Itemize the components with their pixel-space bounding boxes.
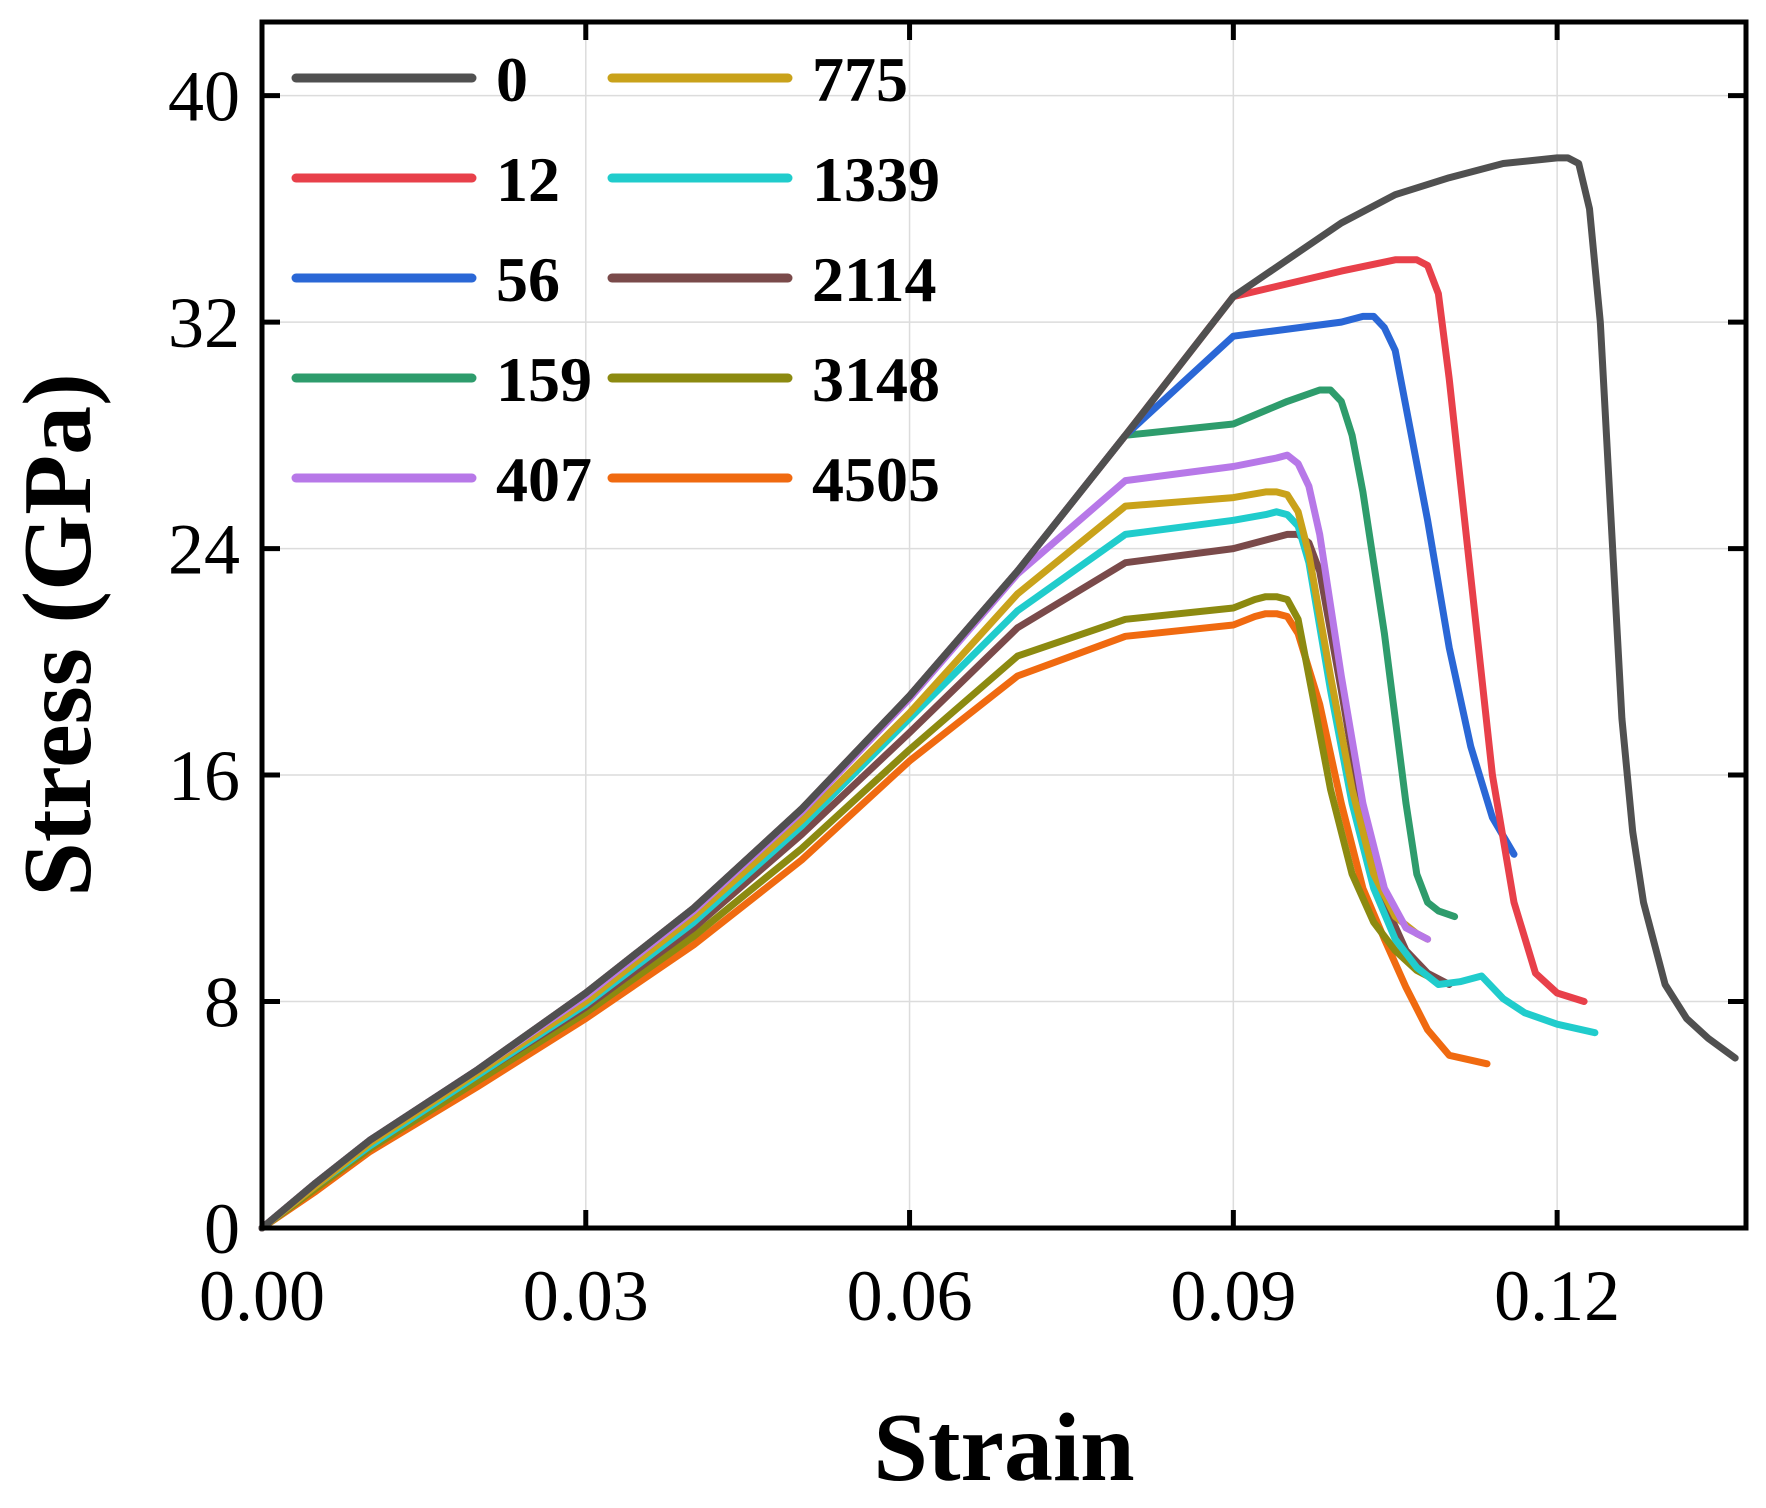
legend-label-12: 12 [496, 144, 560, 215]
series-line-1339 [258, 508, 1599, 1232]
legend-label-407: 407 [496, 444, 592, 515]
plot-frame [259, 19, 1749, 1231]
x-tick-label: 0.00 [199, 1256, 325, 1336]
legend-label-2114: 2114 [812, 244, 936, 315]
x-tick-label: 0.09 [1170, 1256, 1296, 1336]
y-tick-label: 16 [168, 736, 240, 816]
x-tick-label: 0.12 [1494, 1256, 1620, 1336]
y-tick-label: 8 [204, 963, 240, 1043]
legend-label-775: 775 [812, 44, 908, 115]
legend-label-4505: 4505 [812, 444, 940, 515]
legend-label-3148: 3148 [812, 344, 940, 415]
legend-label-1339: 1339 [812, 144, 940, 215]
x-tick-label: 0.03 [523, 1256, 649, 1336]
series-line-3148 [258, 593, 1442, 1232]
legend-label-159: 159 [496, 344, 592, 415]
legend-label-0: 0 [496, 44, 528, 115]
x-tick-label: 0.06 [847, 1256, 973, 1336]
y-tick-label: 24 [168, 510, 240, 590]
y-axis-title: Stress (GPa) [4, 373, 112, 897]
legend: 0 12 56 159 407 775 1339 2114 3148 4505 [291, 44, 940, 515]
y-tick-label: 40 [168, 57, 240, 137]
legend-label-56: 56 [496, 244, 560, 315]
y-tick-label: 32 [168, 283, 240, 363]
axis-ticks: 0.00 0.03 0.06 0.09 0.12 0 8 16 24 32 40 [168, 22, 1746, 1336]
x-axis-title: Strain [873, 1394, 1134, 1502]
y-tick-label: 0 [204, 1189, 240, 1269]
series-line-0 [258, 154, 1739, 1232]
series-lines [258, 154, 1739, 1232]
series-line-2114 [258, 530, 1453, 1232]
series-line-4505 [258, 610, 1491, 1232]
